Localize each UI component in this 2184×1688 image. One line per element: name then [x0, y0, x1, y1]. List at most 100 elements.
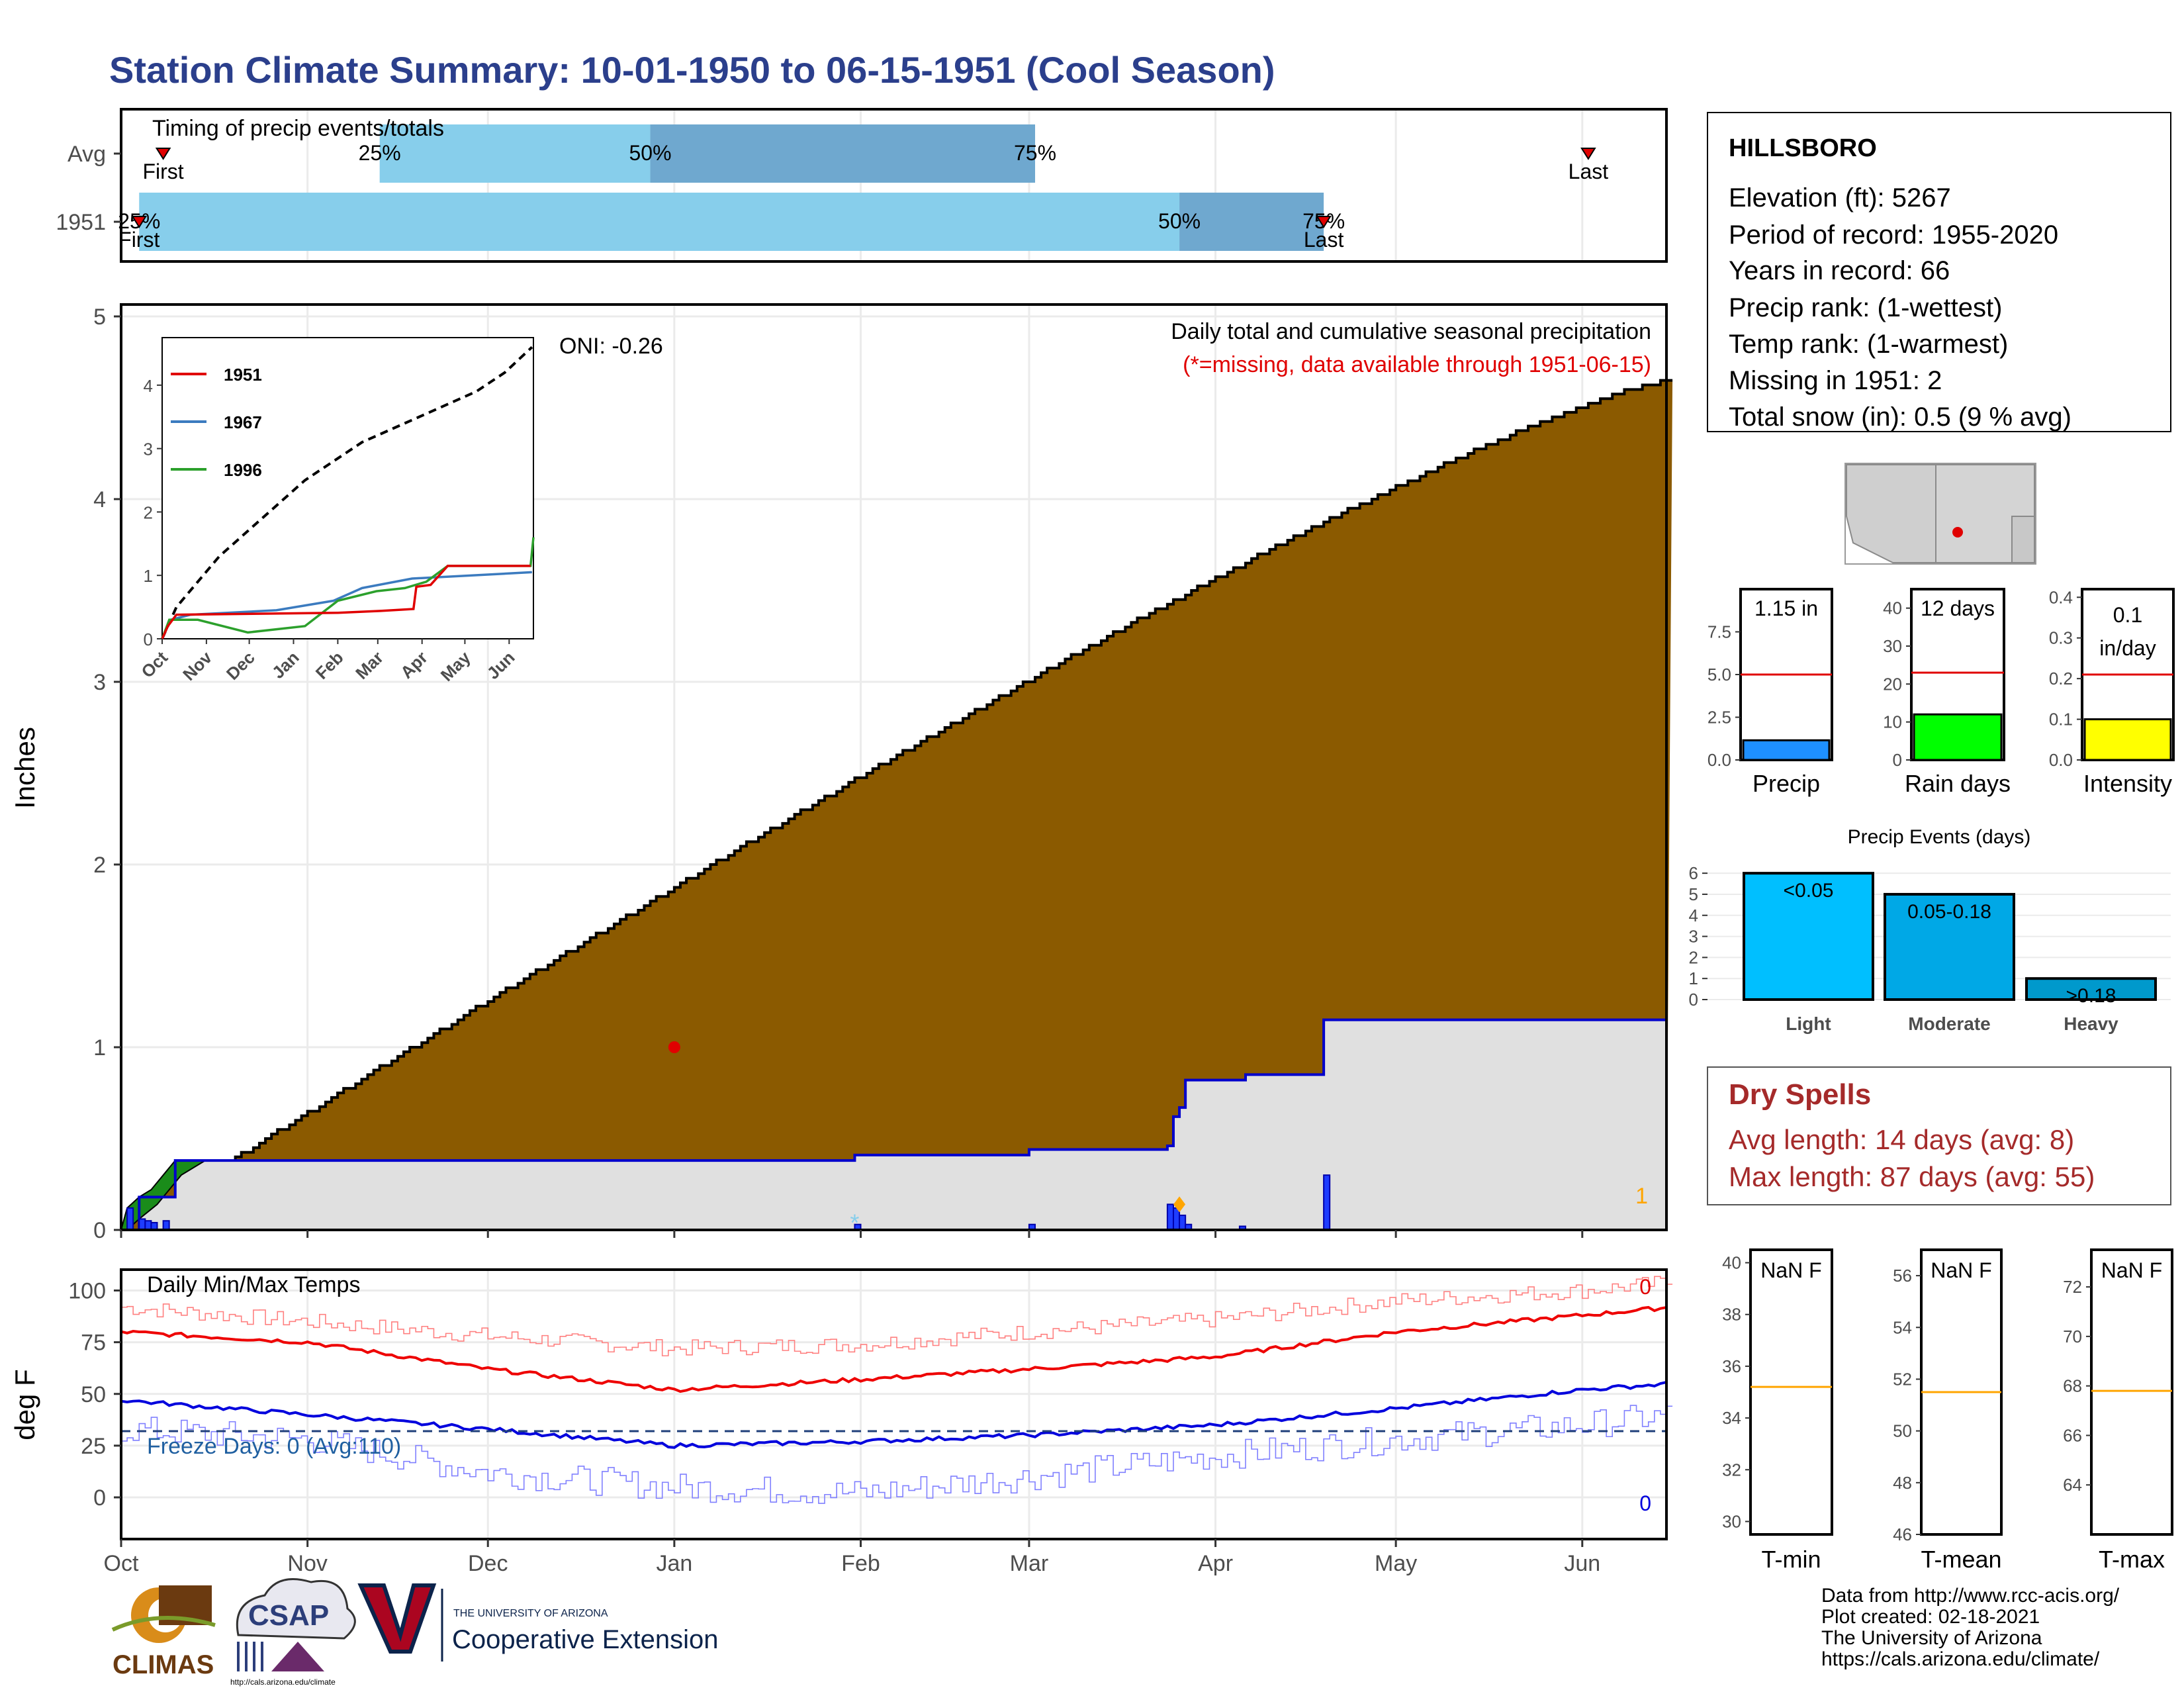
- mini-bar-tick-label: 10: [1883, 712, 1902, 732]
- inset-y-tick-label: 1: [144, 566, 153, 586]
- timing-bar-q25-q50: [379, 124, 651, 183]
- mini-bar-tick-label: 20: [1883, 674, 1902, 694]
- credit-line: The University of Arizona: [1821, 1627, 2042, 1649]
- temp-x-tick-label: Apr: [1198, 1551, 1233, 1576]
- footer-credits: Data from http://www.rcc-acis.org/ Plot …: [1821, 1585, 2120, 1670]
- timing-label-50: 50%: [1158, 209, 1201, 233]
- events-title: Precip Events (days): [1848, 826, 2031, 848]
- avg-min-line: [120, 1381, 1667, 1449]
- daily-precip-bar: [126, 1207, 134, 1231]
- temp-x-tick-label: Nov: [287, 1551, 327, 1576]
- csap-logo: CSAP http://cals.arizona.edu/climate: [230, 1578, 356, 1687]
- station-line: Total snow (in): 0.5 (9 % avg): [1729, 402, 2071, 432]
- temp-box-tick-label: 46: [1893, 1524, 1912, 1544]
- temp-x-tick-label: Dec: [468, 1551, 508, 1576]
- temp-box-tick-label: 40: [1722, 1253, 1741, 1273]
- events-tick-label: 2: [1689, 947, 1698, 967]
- station-line: Precip rank: (1-wettest): [1729, 293, 2002, 322]
- events-category: Light: [1786, 1013, 1831, 1034]
- map-state-texas: [2011, 516, 2035, 563]
- temp-box-label: T-mean: [1921, 1546, 2001, 1573]
- events-tick-label: 5: [1689, 884, 1698, 904]
- station-location-dot: [1952, 527, 1963, 538]
- dry-spells-avg: Avg length: 14 days (avg: 8): [1729, 1124, 2074, 1155]
- max-count: 0: [1639, 1275, 1651, 1299]
- mini-bar-tick-label: 7.5: [1707, 622, 1731, 642]
- precip-y-axis-label: Inches: [9, 727, 40, 809]
- daily-precip-bar: [162, 1220, 170, 1231]
- precip-y-tick-label: 1: [93, 1035, 106, 1060]
- timing-label-75: 75%: [1014, 141, 1056, 165]
- temp-box-tick-label: 38: [1722, 1305, 1741, 1325]
- station-name: HILLSBORO: [1729, 134, 1877, 162]
- temp-box-tick-label: 34: [1722, 1408, 1741, 1428]
- precip-corner-count: 1: [1635, 1184, 1648, 1209]
- temp-box-tick-label: 54: [1893, 1317, 1912, 1337]
- timing-row-avg: Avg: [68, 142, 106, 167]
- precip-y-tick-label: 3: [93, 670, 106, 695]
- mini-bar-tick-label: 0: [1893, 750, 1902, 770]
- inset-series-line: [161, 565, 531, 639]
- temp-box-frame: [2090, 1248, 2173, 1536]
- ua-logo: THE UNIVERSITY OF ARIZONA Cooperative Ex…: [357, 1583, 718, 1662]
- temp-x-tick-label: Feb: [841, 1551, 880, 1576]
- inset-y-tick-label: 4: [144, 376, 153, 396]
- daily-precip-bar: [138, 1218, 146, 1231]
- temp-x-tick-label: Jun: [1564, 1551, 1600, 1576]
- last-marker: [1316, 216, 1332, 228]
- inset-legend-label: 1996: [224, 460, 262, 480]
- daily-precip-bar: [144, 1220, 152, 1231]
- avg-cumulative-area: [121, 380, 1673, 1230]
- events-bar-label: 0.05-0.18: [1907, 901, 1991, 923]
- events-bar-label: >0.18: [2066, 985, 2116, 1007]
- timing-label-25: 25%: [359, 141, 401, 165]
- temp-x-tick-label: Jan: [656, 1551, 692, 1576]
- precip-panel: * 1 Daily total and cumulative seasonal pr…: [9, 303, 1673, 1243]
- events-tick-label: 6: [1689, 863, 1698, 883]
- first-label: First: [142, 160, 183, 183]
- mini-bar-value-label: in/day: [2099, 636, 2156, 660]
- mini-bar-tick-label: 0.0: [2049, 750, 2073, 770]
- credit-line: Plot created: 02-18-2021: [1821, 1606, 2040, 1628]
- mini-bar-tick-label: 0.3: [2049, 628, 2073, 648]
- station-line: Years in record: 66: [1729, 256, 1950, 285]
- credit-line: Data from http://www.rcc-acis.org/: [1821, 1585, 2120, 1607]
- temp-box-frame: [1749, 1248, 1833, 1536]
- temp-x-tick-label: May: [1375, 1551, 1417, 1576]
- temp-y-tick-label: 75: [81, 1331, 106, 1356]
- station-line: Temp rank: (1-warmest): [1729, 330, 2008, 359]
- mini-bar-tick-label: 0.2: [2049, 669, 2073, 688]
- mini-bar-category: Rain days: [1905, 770, 2011, 797]
- freeze-days-label: Freeze Days: 0 (Avg:110): [147, 1434, 401, 1459]
- mini-bar-value-label: 1.15 in: [1754, 596, 1818, 620]
- last-label: Last: [1569, 160, 1609, 183]
- avg-max-line: [120, 1305, 1667, 1393]
- daily-precip-bar: [1166, 1203, 1174, 1231]
- station-line: Period of record: 1955-2020: [1729, 220, 2058, 250]
- temp-y-tick-label: 50: [81, 1382, 106, 1407]
- temp-y-tick-label: 0: [93, 1485, 106, 1511]
- precip-y-tick-label: 2: [93, 853, 106, 878]
- precip-y-tick-label: 5: [93, 305, 106, 330]
- orange-marker: [1173, 1196, 1186, 1213]
- events-bar-label: <0.05: [1784, 880, 1834, 902]
- dry-spells-title: Dry Spells: [1729, 1078, 1871, 1111]
- precip-y-tick-label: 0: [93, 1218, 106, 1243]
- temp-box-tick-label: 36: [1722, 1356, 1741, 1376]
- mini-bar-value-label: 12 days: [1921, 596, 1995, 620]
- mini-bar-value: [2083, 718, 2172, 761]
- temp-box-tick-label: 48: [1893, 1473, 1912, 1493]
- credit-line: https://cals.arizona.edu/climate/: [1821, 1648, 2100, 1670]
- mini-bar-category: Intensity: [2083, 770, 2172, 797]
- precip-y-tick-label: 4: [93, 487, 106, 512]
- timing-bar-q50-q75: [650, 124, 1036, 183]
- temp-plot-bg: [121, 1270, 1666, 1539]
- timing-label-50: 50%: [629, 141, 672, 165]
- temp-y-tick-label: 100: [68, 1279, 106, 1304]
- precip-missing-note: (*=missing, data available through 1951-…: [1183, 352, 1651, 377]
- temp-box-tick-label: 64: [2063, 1475, 2082, 1495]
- temp-box-tick-label: 52: [1893, 1369, 1912, 1389]
- ua-big-text: Cooperative Extension: [452, 1625, 718, 1654]
